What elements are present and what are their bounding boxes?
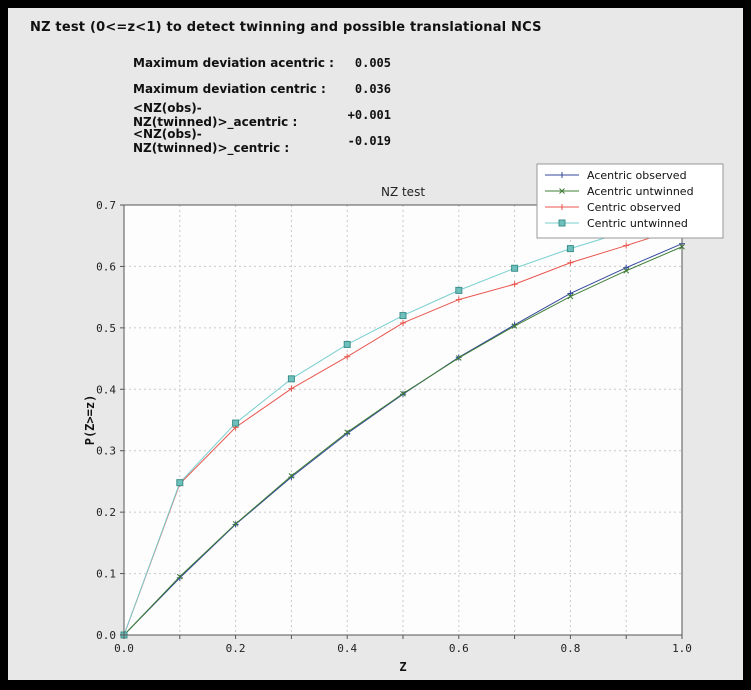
y-tick-label: 0.6	[96, 260, 116, 273]
y-tick-label: 0.0	[96, 629, 116, 642]
x-tick-label: 0.4	[337, 642, 357, 655]
page-title: NZ test (0<=z<1) to detect twinning and …	[30, 20, 542, 35]
x-tick-label: 0.0	[114, 642, 134, 655]
y-tick-label: 0.1	[96, 568, 116, 581]
stat-row-max-dev-acentric: Maximum deviation acentric : 0.005	[133, 50, 391, 76]
y-tick-label: 0.7	[96, 199, 116, 212]
chart-title: NZ test	[381, 185, 425, 199]
legend-label: Centric observed	[587, 201, 681, 214]
stat-value: 0.036	[354, 82, 391, 96]
axis-ticks: 0.0 0.2 0.4 0.6 0.8 1.0 0.0 0.1 0.2 0.3 0.4 0.5 0.6 0…	[96, 199, 692, 655]
gridlines	[124, 205, 682, 635]
y-tick-label: 0.2	[96, 506, 116, 519]
stats-block: Maximum deviation acentric : 0.005 Maxim…	[133, 50, 391, 155]
x-tick-label: 0.8	[560, 642, 580, 655]
nz-chart-svg: 0.0 0.2 0.4 0.6 0.8 1.0 0.0 0.1 0.2 0.3 0.4 0.5 0.6 0…	[83, 163, 724, 674]
stat-label: <NZ(obs)-NZ(twinned)>_centric :	[133, 127, 290, 155]
x-tick-label: 0.6	[449, 642, 469, 655]
stat-label: Maximum deviation centric :	[133, 82, 326, 96]
y-tick-label: 0.4	[96, 383, 116, 396]
nz-test-chart: 0.0 0.2 0.4 0.6 0.8 1.0 0.0 0.1 0.2 0.3 0.4 0.5 0.6 0…	[8, 8, 743, 680]
series-centric-untwinned	[120, 211, 686, 639]
series-acentric-untwinned	[121, 243, 685, 638]
x-axis-label: Z	[399, 660, 406, 674]
y-axis-label: P(Z>=z)	[83, 395, 97, 446]
y-tick-label: 0.5	[96, 322, 116, 335]
stat-value: 0.005	[354, 56, 391, 70]
legend-label: Acentric untwinned	[587, 185, 694, 198]
y-tick-label: 0.3	[96, 445, 116, 458]
stat-row-max-dev-centric: Maximum deviation centric : 0.036	[133, 76, 391, 102]
stat-row-mean-diff-centric: <NZ(obs)-NZ(twinned)>_centric : -0.019	[133, 127, 391, 155]
legend-label: Acentric observed	[587, 169, 687, 182]
legend-label: Centric untwinned	[587, 217, 688, 230]
stat-row-mean-diff-acentric: <NZ(obs)-NZ(twinned)>_acentric : +0.001	[133, 101, 391, 129]
x-tick-label: 1.0	[672, 642, 692, 655]
stat-value: +0.001	[347, 108, 391, 122]
stat-label: Maximum deviation acentric :	[133, 56, 334, 70]
stat-value: -0.019	[347, 134, 391, 148]
legend: Acentric observed Acentric untwinned Centr…	[536, 163, 724, 239]
x-tick-label: 0.2	[226, 642, 246, 655]
stat-label: <NZ(obs)-NZ(twinned)>_acentric :	[133, 101, 298, 129]
plot-window: NZ test (0<=z<1) to detect twinning and …	[8, 8, 743, 680]
